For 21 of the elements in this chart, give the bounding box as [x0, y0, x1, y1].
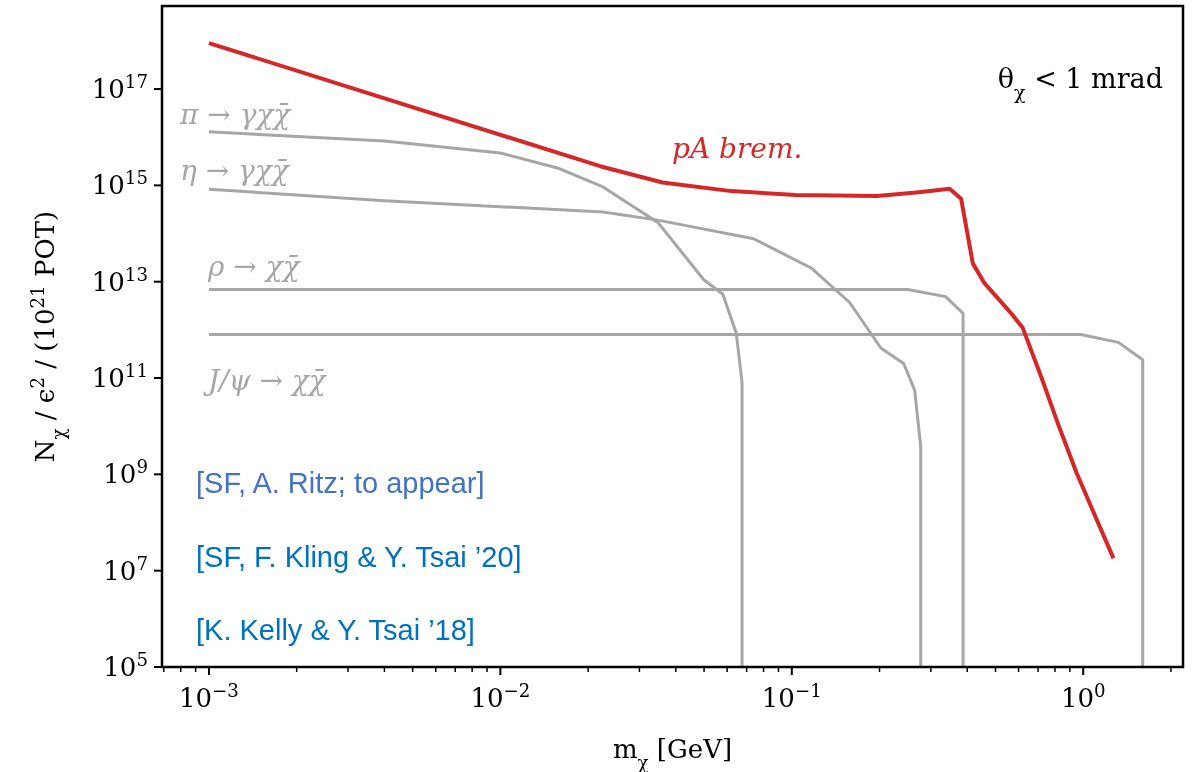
x-axis-title: m$_{χ}$ [GeV]: [612, 734, 733, 772]
y-tick-label: 10$^{9}$: [103, 455, 148, 490]
annotation: [SF, A. Ritz; to appear]: [196, 467, 485, 499]
y-tick-label: 10$^{17}$: [91, 70, 148, 105]
series-label: J/ψ → χχ̄: [203, 364, 328, 397]
y-tick-label: 10$^{15}$: [91, 166, 148, 201]
y-tick-label: 10$^{7}$: [103, 552, 148, 586]
series-label: π → γχχ̄: [179, 98, 293, 131]
series-label: η → γχχ̄: [180, 154, 291, 187]
y-tick-label: 10$^{5}$: [103, 648, 148, 682]
x-tick-label: 10$^{0}$: [1060, 679, 1106, 713]
y-tick-label: 10$^{11}$: [91, 359, 148, 394]
series-label: pA brem.: [672, 132, 803, 165]
y-tick-label: 10$^{13}$: [91, 263, 148, 297]
annotation: [K. Kelly & Y. Tsai ’18]: [196, 614, 475, 646]
x-tick-label: 10$^{−1}$: [761, 679, 822, 713]
x-tick-label: 10$^{−3}$: [179, 679, 239, 713]
x-tick-label: 10$^{−2}$: [470, 679, 531, 713]
annotation: [SF, F. Kling & Y. Tsai ’20]: [196, 541, 522, 573]
annotation: θ$_{χ}$ < 1 mrad: [997, 63, 1163, 103]
series-label: ρ → χχ̄: [207, 250, 302, 283]
